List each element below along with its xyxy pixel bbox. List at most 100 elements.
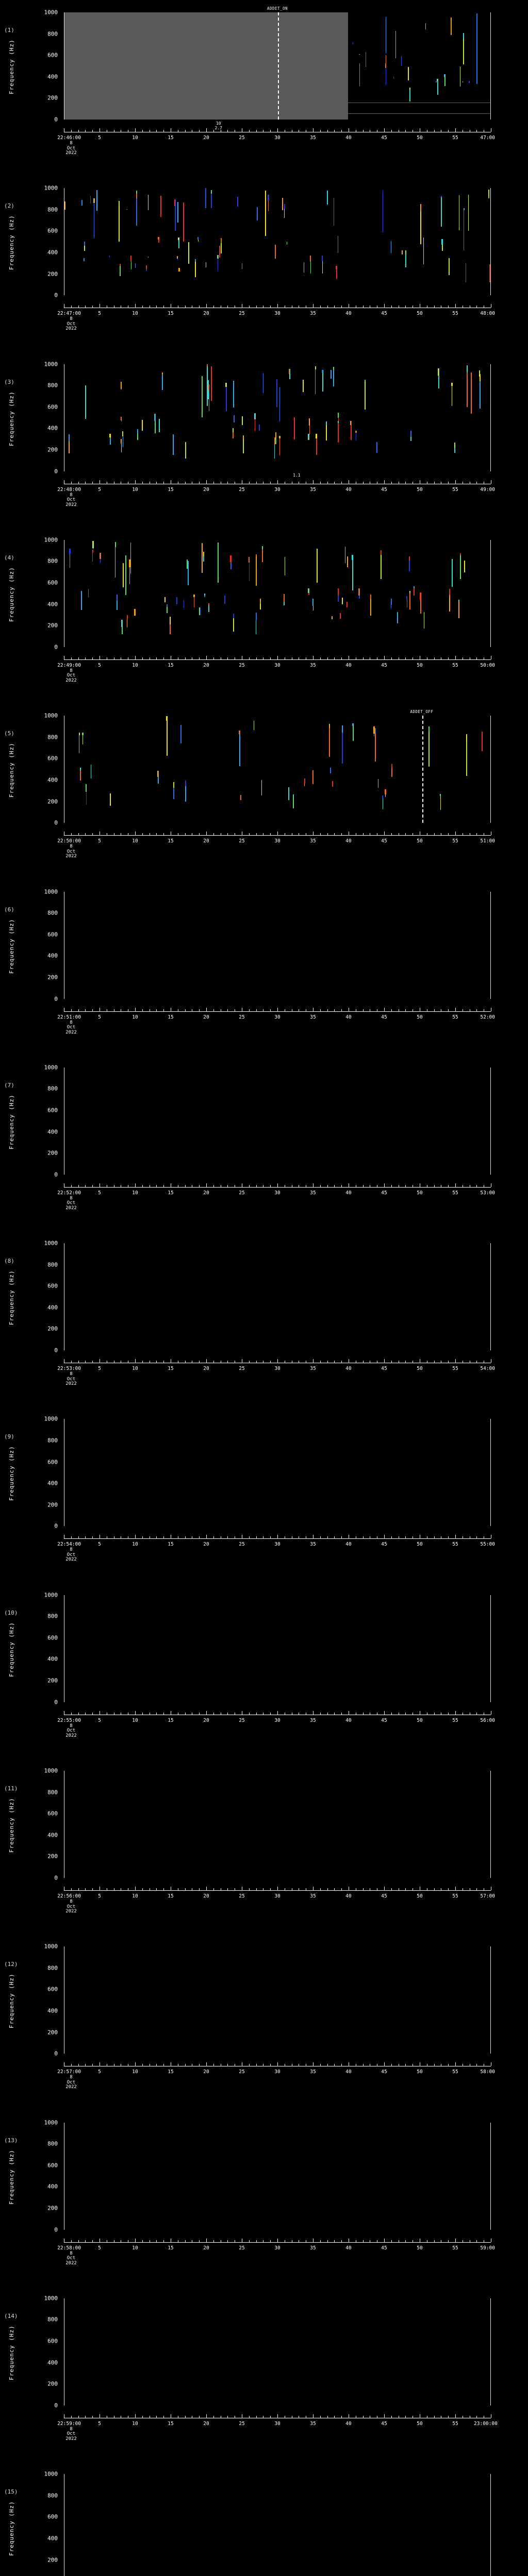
x-tick (341, 1184, 342, 1187)
detection-trace (425, 23, 426, 30)
x-axis-tick-label: 20 (203, 1366, 209, 1372)
x-axis-tick-label: 10 (132, 2245, 138, 2251)
measurement-annotation: 1.1 (293, 473, 300, 478)
x-tick (213, 1536, 214, 1539)
y-tick (490, 1632, 491, 1633)
detection-trace (286, 242, 288, 245)
x-axis-tick-label: 5 (98, 1541, 101, 1548)
x-axis (64, 832, 491, 836)
x-tick (455, 1007, 456, 1011)
y-tick (490, 1115, 491, 1116)
detection-trace (84, 242, 86, 251)
x-axis-end-label: 48:00 (480, 311, 496, 317)
x-axis-tick-label: 15 (168, 2245, 174, 2251)
x-axis-tick-label: 35 (310, 2420, 316, 2427)
x-tick (341, 2415, 342, 2418)
x-tick (78, 1536, 79, 1539)
y-tick (490, 561, 491, 562)
y-tick-label: 600 (47, 227, 58, 234)
detection-trace (177, 202, 178, 223)
x-tick (85, 481, 86, 484)
panel-index: (7) (4, 1081, 14, 1089)
y-tick (490, 1478, 491, 1479)
x-tick (362, 1712, 364, 1715)
y-tick (490, 252, 491, 253)
x-axis-tick-label: 10 (132, 486, 138, 493)
y-tick-labels: 0 200 400 600 800 1000 (0, 1241, 64, 1353)
detection-trace (489, 264, 490, 282)
x-tick (71, 1009, 72, 1011)
detection-trace (167, 604, 168, 614)
detection-trace-cap (316, 433, 317, 439)
y-tick (490, 1110, 491, 1111)
x-axis-tick-label: 40 (345, 2420, 352, 2427)
x-tick (249, 2240, 250, 2242)
x-axis-tick-label: 55 (452, 1541, 458, 1548)
x-tick (199, 1888, 200, 1890)
detection-trace (96, 190, 97, 211)
detection-trace-cap (259, 598, 261, 604)
plot-area (64, 716, 491, 823)
x-tick (206, 2238, 207, 2242)
detection-trace (420, 592, 421, 614)
detection-trace (409, 556, 410, 571)
date-stack: 8 Oct 2022 (65, 317, 77, 332)
y-tick-label: 200 (47, 1149, 58, 1157)
x-tick (448, 2064, 449, 2066)
y-tick (490, 1499, 491, 1500)
x-tick (320, 1184, 321, 1187)
detection-trace (135, 263, 136, 268)
x-tick (313, 2414, 314, 2418)
y-tick (490, 631, 491, 632)
x-axis-tick-label: 15 (168, 1190, 174, 1196)
y-tick-label: 0 (54, 1522, 58, 1530)
detection-trace (405, 250, 407, 267)
date-line: 2022 (65, 1557, 77, 1563)
detection-trace-cap (275, 432, 276, 439)
x-tick (206, 128, 207, 132)
x-axis-tick-label: 30 (274, 662, 280, 668)
y-tick-label: 1000 (44, 2119, 58, 2126)
x-tick (434, 833, 435, 836)
detection-trace (126, 615, 128, 628)
x-axis-tick-label: 10 (132, 2069, 138, 2075)
detection-trace-cap (173, 782, 175, 788)
x-tick (334, 1536, 335, 1539)
detection-trace-cap (463, 208, 465, 210)
y-tick-labels: 0 200 400 600 800 1000 (0, 361, 64, 474)
detection-trace-cap (180, 724, 182, 728)
y-tick (490, 1691, 491, 1692)
detection-trace (352, 723, 354, 741)
x-tick (341, 1712, 342, 1715)
y-tick (490, 972, 491, 973)
y-tick-label: 800 (47, 2316, 58, 2323)
y-tick (490, 2319, 491, 2320)
y-tick-label: 800 (47, 1789, 58, 1796)
x-tick (92, 2240, 93, 2242)
y-tick (490, 1462, 491, 1463)
x-tick (185, 1536, 186, 1539)
x-tick (270, 1009, 271, 1011)
x-tick (362, 306, 364, 308)
detection-trace-cap (358, 588, 360, 596)
x-tick (434, 2240, 435, 2242)
detection-trace-cap (178, 237, 179, 240)
detection-trace (125, 555, 126, 595)
date-stack: 8 Oct 2022 (65, 668, 77, 684)
x-tick (85, 657, 86, 659)
detection-trace-cap (438, 368, 439, 376)
x-axis-tick-label: 25 (239, 1717, 245, 1723)
x-tick (327, 1184, 328, 1187)
panel-6: Frequency (Hz) (6) 0 200 400 600 800 1000 22:51:… (0, 879, 528, 1055)
x-tick (199, 1009, 200, 1011)
x-tick (277, 2414, 278, 2418)
y-tick (490, 412, 491, 413)
date-stack: 8 Oct 2022 (65, 2427, 77, 2442)
y-tick (490, 2181, 491, 2182)
x-axis-tick-label: 50 (417, 1014, 423, 1020)
x-tick (277, 1887, 278, 1890)
y-tick-label: 0 (54, 2402, 58, 2409)
x-axis-tick-label: 30 (274, 135, 280, 141)
detection-trace-cap (451, 383, 453, 386)
detection-trace-cap (161, 372, 163, 375)
